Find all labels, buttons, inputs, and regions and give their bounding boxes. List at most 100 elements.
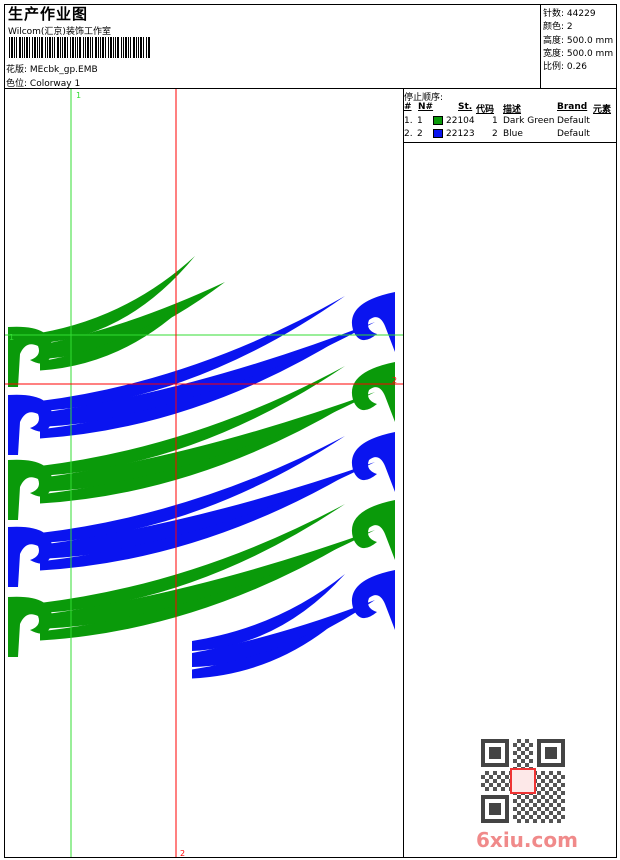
qr-module — [521, 759, 525, 763]
qr-module — [513, 799, 517, 803]
barcode-bar — [100, 37, 101, 58]
barcode-bar — [113, 37, 114, 58]
qr-module — [561, 775, 565, 779]
qr-module — [517, 755, 521, 759]
barcode-bar — [57, 37, 59, 58]
barcode-bar — [45, 37, 46, 58]
stitch-count-label: 针数: — [543, 9, 565, 19]
qr-module — [537, 783, 541, 787]
row-code: 2 — [492, 129, 498, 139]
qr-module — [513, 815, 517, 819]
qr-module — [513, 743, 517, 747]
color-count-label: 颜色: — [543, 22, 565, 32]
guide-marker-label: 2 — [180, 849, 185, 857]
qr-module — [521, 799, 525, 803]
qr-module — [541, 811, 545, 815]
design-scale: 比例: 0.26 — [543, 59, 587, 72]
design-width: 宽度: 500.0 mm — [543, 46, 613, 59]
barcode-bar — [19, 37, 21, 58]
barcode-bar — [115, 37, 116, 58]
col-header-stitches: St. — [458, 102, 473, 112]
qr-module — [561, 799, 565, 803]
qr-module — [529, 751, 533, 755]
qr-module — [517, 803, 521, 807]
qr-module — [557, 795, 561, 799]
col-header-code: 代码 — [476, 105, 495, 115]
embroidery-design-preview: 1 1 2 2 — [5, 89, 403, 857]
barcode-bar — [143, 37, 144, 58]
watermark-logo: 6xiu.com — [476, 828, 578, 852]
barcode-bar — [87, 37, 89, 58]
qr-module — [485, 771, 489, 775]
height-label: 高度: — [543, 36, 565, 46]
barcode-bar — [67, 37, 68, 58]
qr-module — [549, 787, 553, 791]
swirl-curl — [8, 459, 53, 520]
qr-module — [489, 783, 493, 787]
qr-module — [529, 815, 533, 819]
qr-module — [533, 811, 537, 815]
stop-sequence-title: 停止顺序: — [404, 93, 444, 103]
barcode-bar — [24, 37, 25, 58]
design-value: MEcbk_gp.EMB — [29, 65, 98, 75]
qr-finder-center — [545, 747, 557, 759]
header-divider — [4, 88, 617, 89]
color-swatch — [433, 116, 443, 125]
qr-code — [481, 739, 565, 823]
width-label: 宽度: — [543, 49, 565, 59]
swirl-curl — [351, 292, 395, 352]
qr-module — [549, 819, 553, 823]
flame-stroke — [40, 462, 375, 559]
row-description: Dark Green — [503, 116, 555, 126]
swirl-curl — [8, 526, 53, 587]
qr-module — [541, 779, 545, 783]
qr-module — [549, 795, 553, 799]
qr-module — [549, 779, 553, 783]
col-header-n: N# — [418, 102, 434, 112]
qr-module — [505, 783, 509, 787]
qr-module — [533, 803, 537, 807]
barcode-bar — [47, 37, 48, 58]
swirl-curl — [8, 596, 53, 657]
qr-module — [553, 783, 557, 787]
qr-finder-center — [489, 803, 501, 815]
color-count: 颜色: 2 — [543, 19, 573, 32]
barcode-bar — [75, 37, 76, 58]
qr-module — [513, 751, 517, 755]
qr-finder — [537, 739, 565, 767]
qr-module — [501, 787, 505, 791]
info-box-divider — [540, 4, 541, 88]
qr-module — [525, 739, 529, 743]
qr-module — [489, 775, 493, 779]
barcode-bar — [138, 37, 139, 58]
barcode-bar — [121, 37, 122, 58]
barcode-bar — [105, 37, 106, 58]
qr-module — [521, 751, 525, 755]
qr-module — [521, 807, 525, 811]
qr-module — [545, 807, 549, 811]
width-value: 500.0 mm — [566, 49, 614, 59]
qr-module — [501, 779, 505, 783]
barcode-bar — [128, 37, 129, 58]
qr-module — [553, 799, 557, 803]
scale-value: 0.26 — [566, 62, 587, 72]
page-title: 生产作业图 — [8, 5, 89, 23]
qr-module — [517, 819, 521, 823]
barcode-bar — [79, 37, 81, 58]
design-height: 高度: 500.0 mm — [543, 33, 613, 46]
qr-module — [513, 807, 517, 811]
row-index: 1. — [404, 116, 413, 126]
col-header-description: 描述 — [503, 105, 522, 115]
scale-label: 比例: — [543, 62, 565, 72]
barcode-bar — [72, 37, 74, 58]
qr-module — [545, 783, 549, 787]
swirl-curl — [351, 570, 395, 630]
barcode-bar — [9, 37, 10, 58]
flame-stroke — [40, 296, 195, 371]
qr-module — [517, 811, 521, 815]
qr-module — [537, 791, 541, 795]
barcode-bar — [85, 37, 86, 58]
barcode-bar — [77, 37, 78, 58]
guide-marker-label: 1 — [76, 91, 81, 100]
guide-marker-label: 1 — [9, 333, 14, 342]
